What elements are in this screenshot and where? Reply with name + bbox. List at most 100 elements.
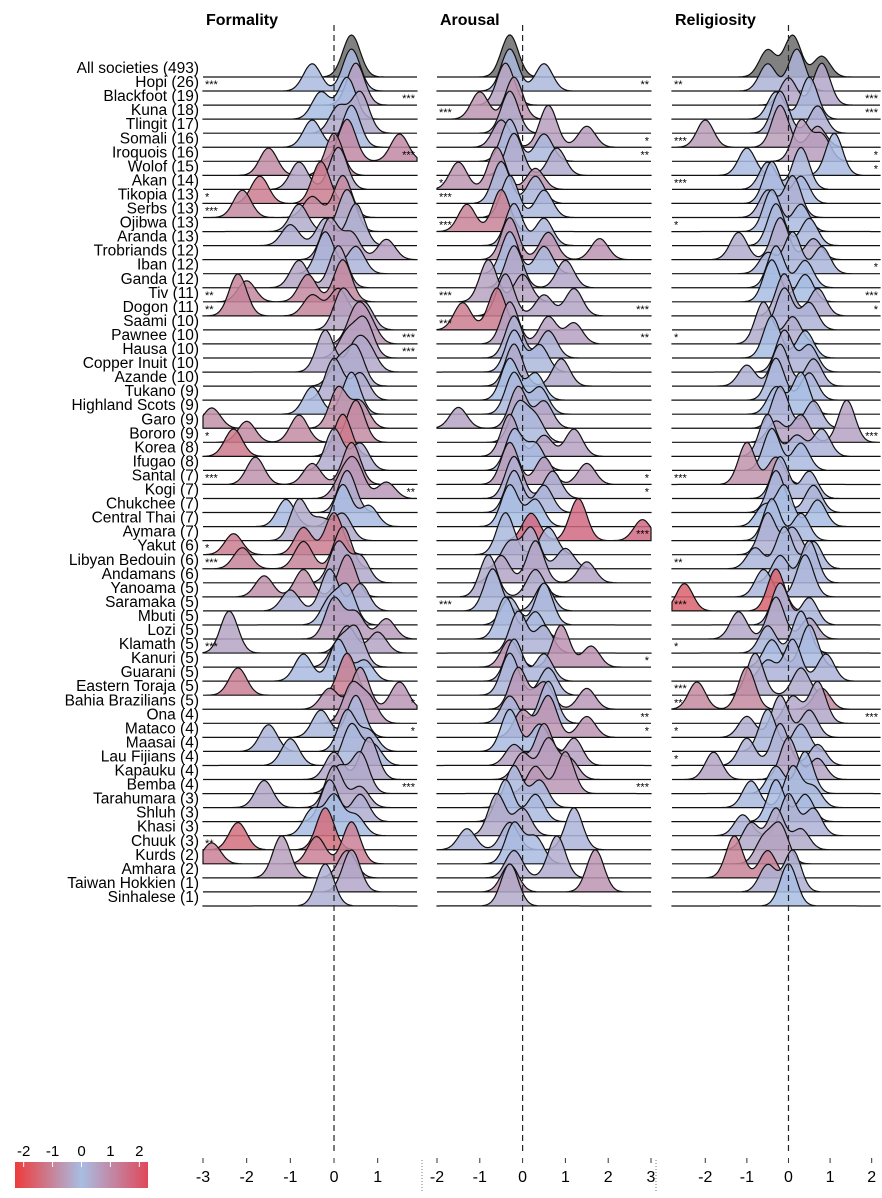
ridge [202,807,418,851]
significance: *** [402,782,416,794]
ridge [671,835,881,879]
ridge [202,526,418,570]
ridge [202,821,417,865]
ridge [672,849,880,893]
ridge [672,821,880,865]
ridge [436,863,652,907]
row-label: Dogon (11) [123,299,199,316]
row-label: Mataco (4) [125,720,199,737]
row-label: Kanuri (5) [131,650,199,667]
ridge [202,610,418,654]
significance: ** [640,149,649,161]
x-tick-label: 0 [518,1169,527,1186]
ridge [202,512,417,556]
ridge [437,118,651,162]
ridge [436,694,652,738]
row-label: Saami (10) [123,313,199,330]
row-label: Aranda (13) [117,229,199,246]
significance: *** [439,220,453,232]
ridge [671,469,881,514]
ridge [202,76,418,120]
ridge [436,48,652,92]
ridge [672,287,880,331]
ridge [202,750,418,795]
ridge [437,202,651,247]
ridge [437,736,651,781]
x-tick-label: -2 [430,1169,444,1186]
significance: * [411,697,416,709]
row-label: Libyan Bedouin (6) [69,552,199,569]
row-label: Bahia Brazilians (5) [65,692,199,709]
significance: *** [205,472,219,484]
ridge [671,751,881,795]
row-label: Azande (10) [115,369,199,386]
ridge [202,863,418,907]
x-tick-label: -1 [473,1169,487,1186]
ridge [672,259,880,303]
significance: *** [636,782,650,794]
row-label: Hopi (26) [135,74,199,91]
row-label: Kapauku (4) [115,763,199,780]
row-label: Ifugao (8) [133,453,199,470]
row-label: Copper Inuit (10) [83,355,199,372]
row-label: Korea (8) [134,439,199,456]
significance: ** [674,697,683,709]
ridge [202,469,418,514]
row-label: Highland Scots (9) [71,397,199,414]
ridge [671,104,881,148]
ridge [203,399,417,443]
row-label: Shluh (3) [136,805,199,822]
significance: * [674,753,679,765]
ridge [437,765,651,809]
ridge [672,540,880,584]
significance: *** [402,332,416,344]
row-label: Yakut (6) [137,538,199,555]
ridge [436,146,651,190]
row-label: Yanoama (5) [111,580,199,597]
row-label: Bororo (9) [129,425,199,442]
ridge [436,104,652,148]
ridge [671,160,881,205]
significance: *** [439,318,453,330]
significance: *** [439,599,453,611]
significance: *** [402,93,416,105]
ridge [203,146,417,190]
ridge [672,399,880,443]
significance: ** [205,290,214,302]
ridge [436,469,652,514]
ridge [436,301,652,345]
significance: * [645,472,650,484]
significance: *** [865,290,879,302]
significance: ** [640,79,649,91]
significance: *** [439,107,453,119]
ridge [437,315,651,359]
row-label: Klamath (5) [119,636,199,653]
ridge [671,498,881,542]
row-label: Akan (14) [132,172,199,189]
significance: ** [205,304,214,316]
ridge [203,849,417,893]
ridge [436,835,652,879]
x-tick-label: 1 [561,1169,570,1186]
significance: * [674,332,679,344]
significance: *** [865,430,879,442]
row-label: Amhara (2) [121,861,199,878]
significance: *** [865,711,879,723]
significance: *** [674,177,688,189]
row-label: Tlingit (17) [126,116,199,133]
significance: * [874,262,879,274]
row-label: Guarani (5) [121,664,199,681]
panel-title: Religiosity [675,12,756,29]
row-label: Eastern Toraja (5) [76,678,199,695]
ridge [671,638,881,682]
significance: * [439,177,444,189]
row-label: Kurds (2) [135,847,199,864]
row-label: Iroquois (16) [112,144,199,161]
ridge [202,48,418,92]
significance: *** [674,135,688,147]
ridge [202,216,418,261]
ridge [436,807,652,851]
row-label: Lau Fijians (4) [101,748,199,765]
row-label: Garo (9) [141,411,199,428]
